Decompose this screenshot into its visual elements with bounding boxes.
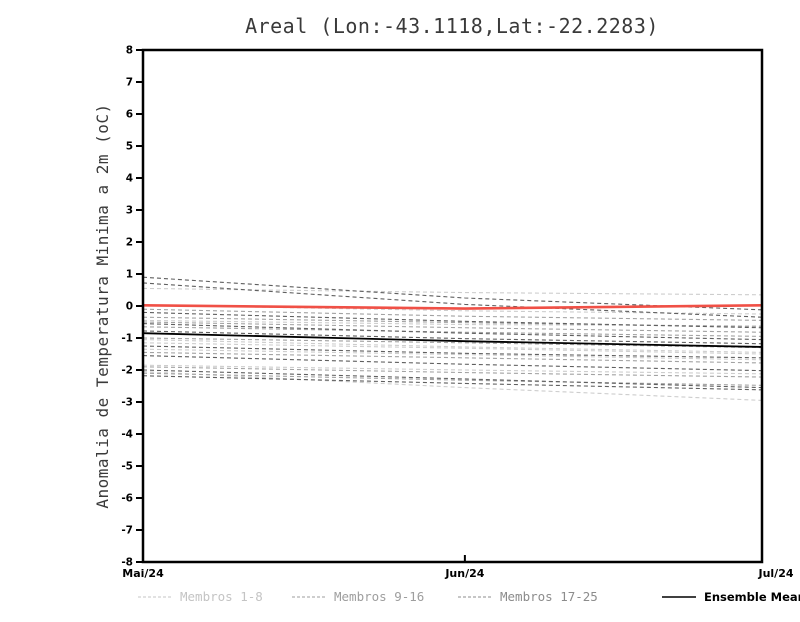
y-tick-label: 4 [126, 173, 133, 185]
y-tick-label: -7 [121, 525, 133, 537]
member-line [142, 351, 763, 364]
x-tick-label: Jun/24 [444, 567, 484, 580]
legend-label-membros-17-25: Membros 17-25 [500, 589, 598, 604]
y-tick-label: -8 [121, 557, 133, 569]
member-line [142, 282, 763, 318]
member-line [142, 371, 763, 401]
y-tick-label: 3 [126, 205, 133, 217]
ensemble-mean-line [142, 332, 763, 348]
y-tick-label: 6 [126, 109, 133, 121]
y-tick-label: 1 [126, 269, 133, 281]
member-line [142, 364, 763, 375]
y-tick-label: -3 [121, 397, 133, 409]
member-line [142, 321, 763, 333]
y-tick-label: -4 [121, 429, 133, 441]
member-line [142, 276, 763, 311]
y-tick-label: 5 [126, 141, 133, 153]
member-line [142, 345, 763, 359]
x-axis-ticks-group: Mai/24 Jun/24 Jul/24 [122, 555, 794, 580]
x-tick-label: Mai/24 [122, 567, 164, 580]
member-line [142, 308, 763, 321]
member-line [142, 330, 763, 345]
member-line [142, 366, 763, 378]
y-tick-label: -1 [121, 333, 133, 345]
overlay-lines-group [142, 304, 763, 348]
member-line [142, 323, 763, 341]
chart-title: Areal (Lon:-43.1118,Lat:-22.2283) [245, 14, 659, 38]
y-tick-label: 8 [126, 45, 133, 57]
plot-frame [141, 48, 764, 564]
member-line [142, 337, 763, 349]
member-line [142, 311, 763, 329]
member-line [142, 355, 763, 372]
y-tick-label: 2 [126, 237, 133, 249]
y-tick-label: -6 [121, 493, 133, 505]
member-line [142, 375, 763, 391]
y-axis-title: Anomalia de Temperatura Minima a 2m (oC) [93, 103, 112, 508]
reference-line [142, 304, 763, 310]
legend-label-ensemble-mean: Ensemble Mean [704, 590, 800, 604]
y-tick-label: 0 [126, 301, 133, 313]
member-lines-group [142, 276, 763, 401]
legend: Membros 1-8 Membros 9-16 Membros 17-25 Ense… [138, 589, 800, 604]
legend-label-membros-1-8: Membros 1-8 [180, 589, 263, 604]
y-tick-label: -5 [121, 461, 133, 473]
y-tick-label: 7 [126, 77, 133, 89]
member-line [142, 342, 763, 355]
legend-label-membros-9-16: Membros 9-16 [334, 589, 424, 604]
member-line [142, 348, 763, 361]
x-tick-label: Jul/24 [757, 567, 793, 580]
member-line [142, 339, 763, 353]
member-line [142, 372, 763, 386]
member-line [142, 369, 763, 389]
member-line [142, 326, 763, 337]
y-tick-label: -2 [121, 365, 133, 377]
y-axis-ticks-group: -8 -7 -6 -5 -4 -3 -2 -1 0 1 2 3 4 5 6 7 8 [121, 45, 143, 569]
